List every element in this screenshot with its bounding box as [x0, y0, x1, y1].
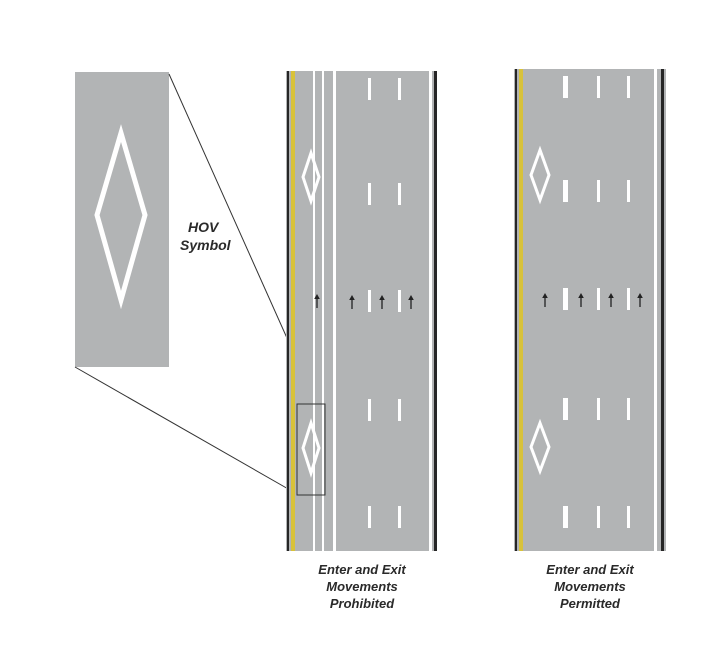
caption-prohibited-line3: Prohibited: [330, 596, 395, 611]
right-edge-line: [661, 69, 664, 551]
hov-label-line1: HOV: [188, 219, 220, 235]
hov-solid-line-mid: [322, 71, 324, 551]
lane-dashes: [368, 78, 401, 528]
yellow-edge-line: [519, 69, 523, 551]
pavement: [514, 69, 666, 551]
diamond-icon: [301, 418, 321, 478]
hov-solid-line-right: [333, 71, 336, 551]
caption-prohibited-line1: Enter and Exit: [318, 562, 406, 577]
panel-permitted: [514, 69, 666, 551]
lane-dashes: [597, 76, 630, 528]
right-white-edge: [654, 69, 657, 551]
hov-symbol-highlight-box: [296, 403, 326, 496]
yellow-edge-line: [291, 71, 295, 551]
right-white-edge: [429, 71, 432, 551]
caption-permitted-line1: Enter and Exit: [546, 562, 634, 577]
diamond-icon: [94, 124, 148, 310]
hov-solid-line-left: [313, 71, 315, 551]
diamond-icon: [301, 148, 321, 206]
pavement: [286, 71, 437, 551]
hov-symbol-detail: [75, 72, 169, 367]
hov-broken-line: [563, 76, 568, 528]
caption-permitted-line3: Permitted: [560, 596, 621, 611]
left-edge-line: [287, 71, 289, 551]
diamond-icon: [529, 418, 551, 476]
detail-pavement: [75, 72, 169, 367]
caption-prohibited-line2: Movements: [326, 579, 398, 594]
panel-prohibited: [286, 71, 437, 551]
left-edge-line: [515, 69, 517, 551]
caption-permitted-line2: Movements: [554, 579, 626, 594]
callout-line-bottom: [74, 366, 298, 495]
right-edge-line: [434, 71, 437, 551]
diamond-icon: [529, 145, 551, 205]
hov-label-line2: Symbol: [180, 237, 232, 253]
